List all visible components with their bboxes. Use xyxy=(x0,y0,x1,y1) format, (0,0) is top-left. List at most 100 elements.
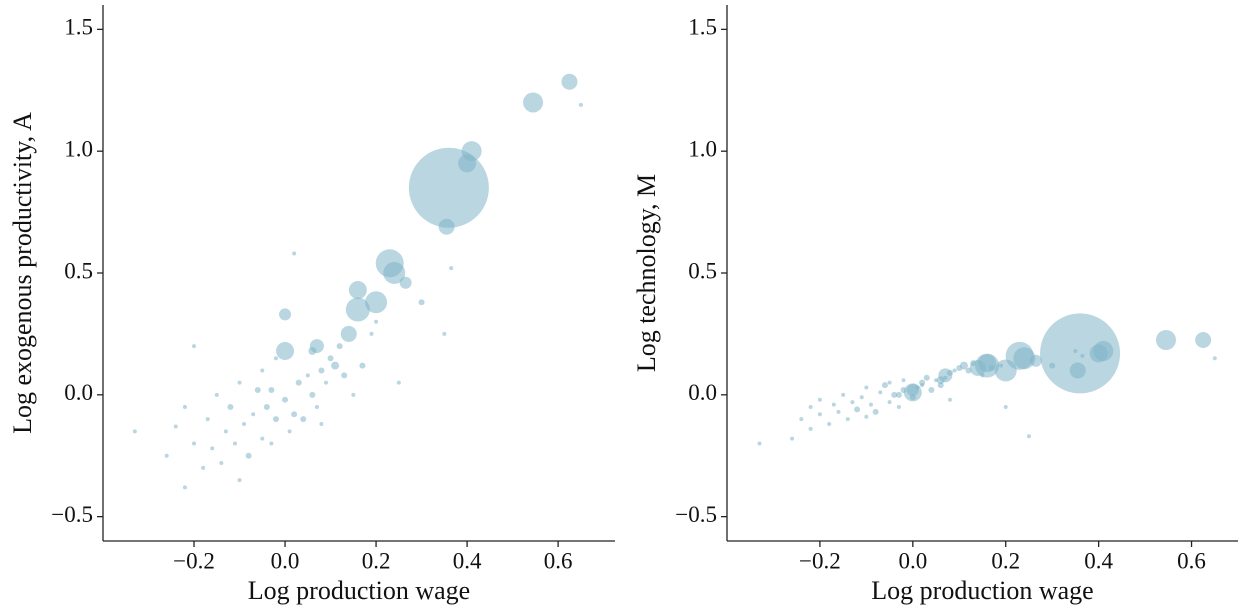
x-tick-label: 0.4 xyxy=(1084,548,1113,573)
bubble xyxy=(173,424,178,429)
y-tick-label: 0.0 xyxy=(64,380,93,405)
y-tick-label: 1.5 xyxy=(64,15,93,40)
bubble xyxy=(895,391,902,398)
bubble xyxy=(223,429,228,434)
bubble xyxy=(970,360,977,367)
bubble xyxy=(808,405,813,409)
bubble xyxy=(269,441,274,446)
y-tick-label: 1.0 xyxy=(688,136,717,161)
bubble xyxy=(1026,434,1031,439)
bubble xyxy=(1073,348,1078,353)
bubble xyxy=(442,331,447,336)
bubble xyxy=(327,355,334,362)
bubble xyxy=(799,417,804,422)
bubble xyxy=(1155,330,1176,350)
x-tick-label: 0.6 xyxy=(544,548,573,573)
bubble xyxy=(341,372,348,379)
bubble xyxy=(272,416,279,423)
bubble xyxy=(295,379,302,386)
bubble xyxy=(790,436,795,441)
bubble xyxy=(757,441,762,446)
bubble xyxy=(263,404,270,410)
x-tick-label: 0.4 xyxy=(453,548,482,573)
bubble xyxy=(418,299,425,306)
y-tick-label: 0.5 xyxy=(688,258,717,283)
bubble xyxy=(345,297,370,322)
bubble xyxy=(808,426,813,431)
bubble xyxy=(869,402,874,407)
bubble xyxy=(351,392,356,397)
bubble xyxy=(292,251,297,256)
bubble xyxy=(900,386,907,393)
bubble xyxy=(578,102,583,107)
bubble xyxy=(242,422,247,427)
bubble xyxy=(864,385,869,390)
x-tick-label: 0.0 xyxy=(271,548,300,573)
bubble xyxy=(923,374,930,381)
bubble xyxy=(928,386,935,393)
bubble xyxy=(878,390,883,395)
bubble xyxy=(523,92,544,113)
bubble xyxy=(205,417,210,422)
bubble xyxy=(887,400,892,405)
bubble xyxy=(331,361,340,370)
bubble xyxy=(831,402,836,407)
x-axis-label: Log production wage xyxy=(248,576,470,605)
bubble xyxy=(1049,362,1056,369)
bubble xyxy=(237,478,242,483)
bubble xyxy=(817,397,822,402)
bubble xyxy=(438,218,455,235)
x-tick-label: 0.2 xyxy=(362,548,391,573)
bubble xyxy=(164,453,169,458)
bubble xyxy=(276,341,295,360)
y-axis-label: Log technology, M xyxy=(632,174,661,372)
bubble xyxy=(947,397,952,402)
bubble xyxy=(254,386,261,393)
bubble xyxy=(192,441,197,446)
bubble xyxy=(318,367,325,374)
bubble xyxy=(305,373,310,378)
bubble xyxy=(268,386,275,393)
bubble xyxy=(936,376,945,385)
bubble xyxy=(227,404,234,410)
bubble xyxy=(399,276,412,289)
bubble xyxy=(309,391,316,398)
bubble xyxy=(260,368,265,373)
bubble xyxy=(980,373,985,378)
bubble xyxy=(374,319,379,324)
bubble xyxy=(1040,313,1121,394)
bubble xyxy=(1003,405,1008,409)
x-axis-label: Log production wage xyxy=(871,576,1093,605)
bubble xyxy=(237,380,242,385)
bubble xyxy=(192,344,197,349)
y-tick-label: 1.0 xyxy=(64,136,93,161)
bubble xyxy=(1069,362,1086,379)
bubble xyxy=(348,281,367,300)
bubble xyxy=(324,380,329,385)
bubble xyxy=(901,378,906,383)
bubble xyxy=(1089,344,1108,363)
bubble xyxy=(251,412,256,417)
bubble xyxy=(282,396,289,403)
x-tick-label: −0.2 xyxy=(173,548,215,573)
x-tick-label: 0.6 xyxy=(1177,548,1206,573)
bubble xyxy=(287,429,292,434)
bubble xyxy=(219,461,224,466)
bubble xyxy=(854,406,861,413)
bubble xyxy=(1212,356,1217,361)
bubble xyxy=(915,385,920,390)
bubble xyxy=(182,485,187,490)
x-tick-label: −0.2 xyxy=(799,548,841,573)
bubble xyxy=(881,382,888,389)
bubble xyxy=(1080,353,1085,358)
bubble xyxy=(920,383,925,388)
bubble xyxy=(408,147,489,228)
y-tick-label: 0.0 xyxy=(688,380,717,405)
bubble xyxy=(827,422,832,427)
bubble xyxy=(836,409,841,414)
bubble xyxy=(845,417,850,422)
bubble xyxy=(909,394,916,401)
bubble xyxy=(232,441,237,446)
